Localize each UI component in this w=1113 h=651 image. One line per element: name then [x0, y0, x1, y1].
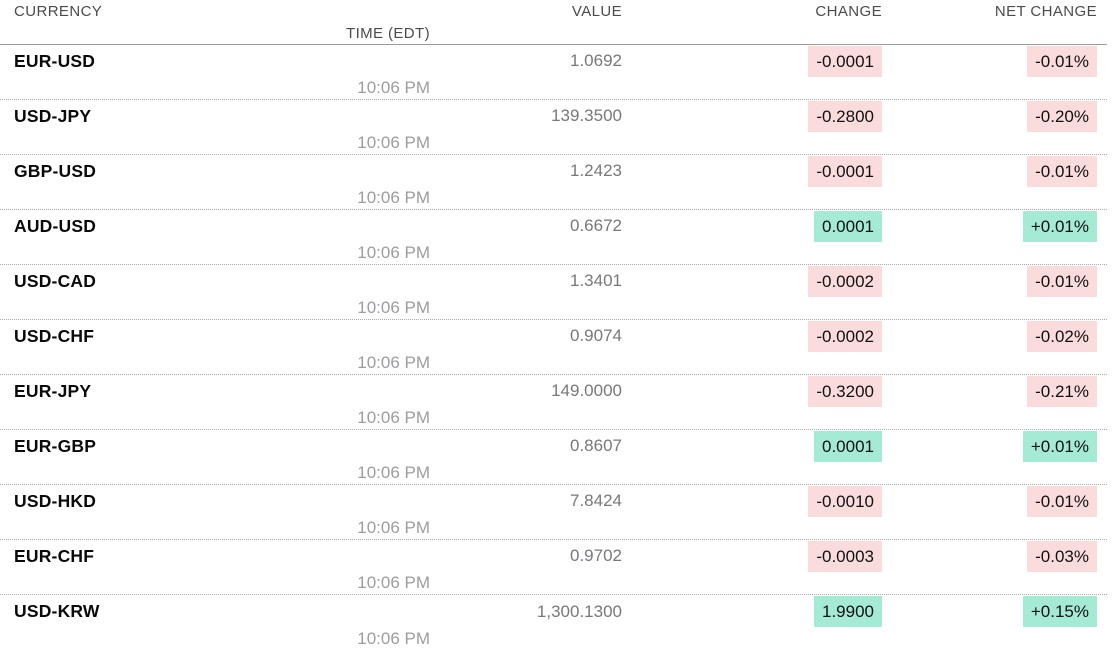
value-cell: 1,300.1300: [536, 601, 622, 621]
change-cell: -0.0001: [622, 45, 882, 77]
table-row: AUD-USD 0.6672 0.0001 +0.01% 10:06 PM: [0, 210, 1107, 265]
net-change-cell: -0.03%: [882, 540, 1097, 572]
table-row: EUR-CHF 0.9702 -0.0003 -0.03% 10:06 PM: [0, 540, 1107, 595]
change-badge: -0.3200: [808, 375, 882, 407]
net-change-cell: -0.01%: [882, 265, 1097, 297]
currency-pair-link[interactable]: EUR-CHF: [14, 545, 95, 566]
time-cell: 10:06 PM: [357, 463, 430, 483]
change-badge: 0.0001: [814, 210, 882, 242]
column-header-currency: CURRENCY: [14, 2, 103, 20]
time-cell: 10:06 PM: [357, 518, 430, 538]
table-row: USD-CAD 1.3401 -0.0002 -0.01% 10:06 PM: [0, 265, 1107, 320]
net-change-cell: +0.15%: [882, 596, 1097, 627]
change-badge: -0.0002: [808, 265, 882, 297]
time-cell: 10:06 PM: [357, 188, 430, 208]
net-change-badge: -0.21%: [1027, 375, 1097, 407]
currency-pair-link[interactable]: USD-CHF: [14, 325, 95, 346]
net-change-badge: -0.01%: [1027, 45, 1097, 77]
net-change-badge: -0.01%: [1027, 485, 1097, 517]
currency-pair-link[interactable]: AUD-USD: [14, 215, 97, 236]
net-change-badge: +0.01%: [1022, 210, 1097, 242]
value-cell: 7.8424: [570, 491, 622, 511]
currency-pair-link[interactable]: EUR-JPY: [14, 380, 92, 401]
table-row: USD-HKD 7.8424 -0.0010 -0.01% 10:06 PM: [0, 485, 1107, 540]
table-row: EUR-JPY 149.0000 -0.3200 -0.21% 10:06 PM: [0, 375, 1107, 430]
change-badge: 1.9900: [814, 596, 882, 627]
value-cell: 1.0692: [570, 51, 622, 71]
value-cell: 1.3401: [570, 271, 622, 291]
table-row: USD-KRW 1,300.1300 1.9900 +0.15% 10:06 PM: [0, 595, 1107, 650]
value-cell: 0.8607: [570, 436, 622, 456]
currency-pair-link[interactable]: USD-CAD: [14, 270, 97, 291]
net-change-cell: -0.20%: [882, 100, 1097, 132]
change-badge: -0.0003: [808, 540, 882, 572]
change-cell: -0.0002: [622, 265, 882, 297]
table-row: EUR-GBP 0.8607 0.0001 +0.01% 10:06 PM: [0, 430, 1107, 485]
value-cell: 1.2423: [570, 161, 622, 181]
value-cell: 149.0000: [551, 381, 622, 401]
currency-pair-link[interactable]: GBP-USD: [14, 160, 97, 181]
time-cell: 10:06 PM: [357, 408, 430, 428]
change-cell: -0.3200: [622, 375, 882, 407]
net-change-badge: -0.01%: [1027, 155, 1097, 187]
currency-pair-link[interactable]: USD-HKD: [14, 490, 97, 511]
time-cell: 10:06 PM: [357, 133, 430, 153]
table-body: EUR-USD 1.0692 -0.0001 -0.01% 10:06 PM USD-JP…: [0, 45, 1113, 650]
change-badge: -0.0001: [808, 45, 882, 77]
change-cell: -0.0010: [622, 485, 882, 517]
time-cell: 10:06 PM: [357, 298, 430, 318]
value-cell: 0.9702: [570, 546, 622, 566]
time-cell: 10:06 PM: [357, 78, 430, 98]
table-row: USD-JPY 139.3500 -0.2800 -0.20% 10:06 PM: [0, 100, 1107, 155]
table-row: USD-CHF 0.9074 -0.0002 -0.02% 10:06 PM: [0, 320, 1107, 375]
value-cell: 139.3500: [551, 106, 622, 126]
net-change-badge: +0.15%: [1022, 596, 1097, 627]
net-change-cell: +0.01%: [882, 210, 1097, 242]
column-header-net-change: NET CHANGE: [994, 2, 1097, 20]
currency-pair-link[interactable]: USD-JPY: [14, 105, 92, 126]
net-change-badge: -0.03%: [1027, 540, 1097, 572]
time-cell: 10:06 PM: [357, 353, 430, 373]
table-header-row: CURRENCY VALUE CHANGE NET CHANGE TIME (E…: [0, 0, 1107, 45]
column-header-change: CHANGE: [815, 2, 882, 20]
net-change-cell: -0.01%: [882, 45, 1097, 77]
value-cell: 0.6672: [570, 216, 622, 236]
net-change-cell: -0.21%: [882, 375, 1097, 407]
change-cell: 0.0001: [622, 430, 882, 462]
change-cell: -0.0001: [622, 155, 882, 187]
currency-pair-link[interactable]: EUR-GBP: [14, 435, 97, 456]
change-cell: -0.0002: [622, 320, 882, 352]
table-row: GBP-USD 1.2423 -0.0001 -0.01% 10:06 PM: [0, 155, 1107, 210]
net-change-badge: -0.02%: [1027, 320, 1097, 352]
net-change-cell: -0.01%: [882, 485, 1097, 517]
time-cell: 10:06 PM: [357, 573, 430, 593]
value-cell: 0.9074: [570, 326, 622, 346]
net-change-cell: +0.01%: [882, 430, 1097, 462]
net-change-badge: -0.01%: [1027, 265, 1097, 297]
table-row: EUR-USD 1.0692 -0.0001 -0.01% 10:06 PM: [0, 45, 1107, 100]
change-cell: 0.0001: [622, 210, 882, 242]
net-change-cell: -0.01%: [882, 155, 1097, 187]
change-badge: -0.0002: [808, 320, 882, 352]
currency-pair-link[interactable]: USD-KRW: [14, 601, 100, 621]
time-cell: 10:06 PM: [357, 629, 430, 648]
change-cell: -0.0003: [622, 540, 882, 572]
change-badge: -0.2800: [808, 100, 882, 132]
column-header-value: VALUE: [571, 2, 622, 20]
net-change-cell: -0.02%: [882, 320, 1097, 352]
change-cell: -0.2800: [622, 100, 882, 132]
change-badge: 0.0001: [814, 430, 882, 462]
change-badge: -0.0010: [808, 485, 882, 517]
change-badge: -0.0001: [808, 155, 882, 187]
net-change-badge: -0.20%: [1027, 100, 1097, 132]
time-cell: 10:06 PM: [357, 243, 430, 263]
currency-pair-link[interactable]: EUR-USD: [14, 50, 96, 71]
change-cell: 1.9900: [622, 596, 882, 627]
net-change-badge: +0.01%: [1022, 430, 1097, 462]
column-header-time: TIME (EDT): [346, 24, 430, 42]
